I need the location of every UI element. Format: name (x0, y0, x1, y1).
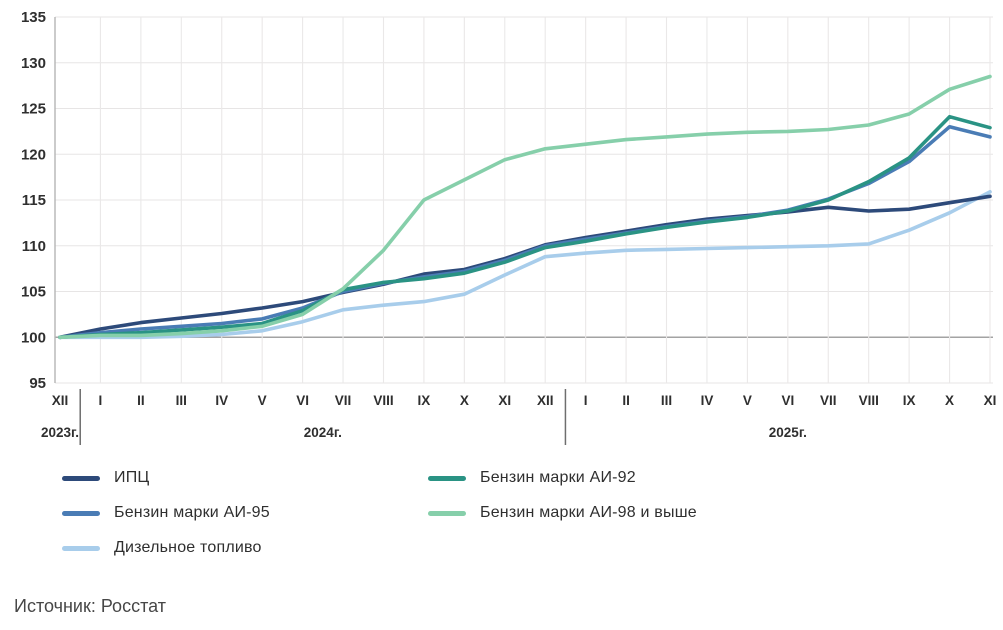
x-axis-tick-label: II (622, 393, 630, 408)
x-axis-tick-label: V (258, 393, 267, 408)
x-axis-tick-label: II (137, 393, 145, 408)
x-axis-tick-label: X (460, 393, 469, 408)
x-axis-tick-label: XII (537, 393, 554, 408)
chart-legend: ИПЦ Бензин марки АИ-95 Дизельное топливо Бе… (62, 466, 697, 571)
legend-label: Бензин марки АИ-98 и выше (480, 504, 697, 521)
year-group-label: 2024г. (304, 425, 342, 440)
series-line-Бензин марки АИ-98 и выше (58, 74, 992, 340)
x-axis-tick-label: III (661, 393, 672, 408)
y-axis-tick-label: 110 (22, 238, 46, 255)
legend-swatch (428, 510, 466, 516)
y-axis-tick-label: 120 (21, 146, 46, 163)
x-axis-tick-label: VIII (373, 393, 393, 408)
y-axis-tick-label: 135 (21, 9, 46, 26)
legend-swatch (62, 475, 100, 481)
x-axis-tick-label: III (176, 393, 187, 408)
x-axis-tick-label: XI (498, 393, 511, 408)
year-group-label: 2025г. (769, 425, 807, 440)
y-axis-tick-label: 105 (21, 284, 46, 301)
y-axis-tick-label: 100 (21, 329, 46, 346)
x-axis-tick-label: I (99, 393, 103, 408)
x-axis-tick-label: XI (984, 393, 997, 408)
legend-item: Дизельное топливо (62, 536, 428, 560)
legend-item: Бензин марки АИ-95 (62, 501, 428, 525)
x-axis-tick-label: VI (296, 393, 309, 408)
y-axis-tick-label: 95 (29, 375, 46, 392)
legend-swatch (62, 510, 100, 516)
legend-label: ИПЦ (114, 469, 150, 486)
x-axis-tick-label: IV (701, 393, 714, 408)
source-caption: Источник: Росстат (14, 596, 166, 616)
legend-swatch (62, 545, 100, 551)
x-axis-tick-label: IV (215, 393, 228, 408)
legend-item: Бензин марки АИ-92 (428, 466, 697, 490)
y-axis-tick-label: 130 (21, 55, 46, 72)
legend-label: Бензин марки АИ-95 (114, 504, 270, 521)
legend-label: Бензин марки АИ-92 (480, 469, 636, 486)
x-axis-tick-label: XII (52, 393, 69, 408)
legend-item: Бензин марки АИ-98 и выше (428, 501, 697, 525)
y-axis-tick-label: 115 (22, 192, 46, 209)
legend-swatch (428, 475, 466, 481)
x-axis-tick-label: IX (903, 393, 916, 408)
x-axis-tick-label: VII (820, 393, 837, 408)
x-axis-tick-label: IX (418, 393, 431, 408)
x-axis-tick-label: VI (781, 393, 794, 408)
x-axis-tick-label: V (743, 393, 752, 408)
series-line-Дизельное топливо (58, 190, 992, 340)
legend-item: ИПЦ (62, 466, 428, 490)
x-axis-tick-label: VIII (859, 393, 879, 408)
x-axis-tick-label: X (945, 393, 954, 408)
legend-column: Бензин марки АИ-92 Бензин марки АИ-98 и в… (428, 466, 697, 571)
legend-label: Дизельное топливо (114, 539, 262, 556)
x-axis-tick-label: I (584, 393, 588, 408)
y-axis-tick-label: 125 (21, 101, 46, 118)
legend-column: ИПЦ Бензин марки АИ-95 Дизельное топливо (62, 466, 428, 571)
series-line-Бензин марки АИ-92 (58, 114, 992, 340)
x-axis-tick-label: VII (335, 393, 352, 408)
year-group-label: 2023г. (41, 425, 79, 440)
series-line-Бензин марки АИ-95 (58, 125, 992, 340)
